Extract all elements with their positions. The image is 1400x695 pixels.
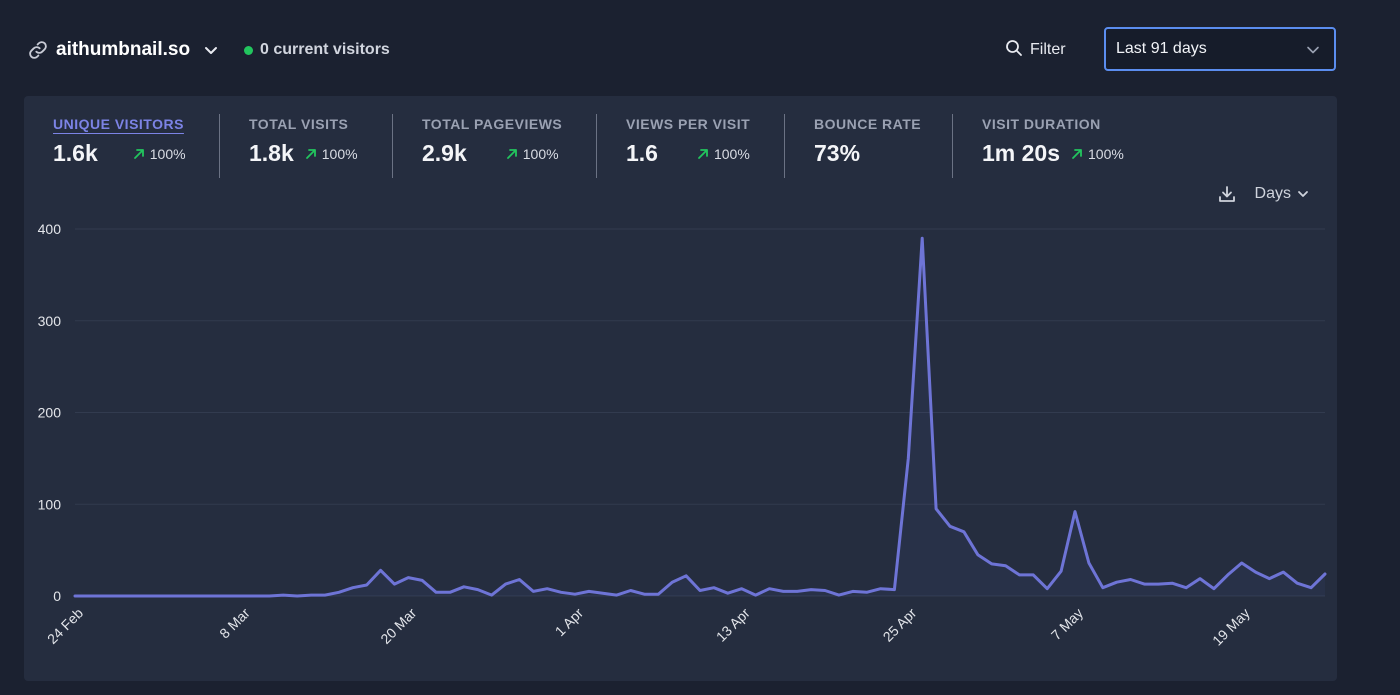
metric-change: 100% — [505, 146, 559, 162]
live-dot-icon — [244, 45, 253, 55]
arrow-up-right-icon — [506, 148, 517, 159]
interval-select[interactable]: Days — [1255, 185, 1309, 203]
x-tick-label: 7 May — [1048, 605, 1086, 643]
x-tick-label: 20 Mar — [377, 605, 419, 647]
divider — [596, 114, 597, 178]
metric-label: TOTAL PAGEVIEWS — [422, 116, 563, 132]
current-visitors-text: 0 current visitors — [260, 41, 390, 58]
x-tick-label: 13 Apr — [713, 605, 753, 645]
metric-change-value: 100% — [1088, 145, 1124, 162]
top-bar: aithumbnail.so 0 current visitors Filter… — [0, 0, 1400, 100]
series-line — [73, 236, 1327, 598]
divider — [952, 114, 953, 178]
metric-change: 100% — [696, 146, 750, 162]
metric-value: 2.9k — [422, 140, 467, 166]
metric-value: 1.8k — [249, 140, 294, 166]
site-name: aithumbnail.so — [56, 39, 191, 60]
download-icon[interactable] — [1217, 184, 1237, 204]
chart-tools: Days — [1217, 184, 1309, 204]
y-tick-label: 200 — [38, 405, 62, 421]
x-tick-label: 25 Apr — [880, 605, 920, 645]
metric-label: VISIT DURATION — [982, 116, 1101, 132]
divider — [219, 114, 220, 178]
current-visitors[interactable]: 0 current visitors — [244, 36, 390, 64]
metric-label: TOTAL VISITS — [249, 116, 349, 132]
metric-change-value: 100% — [522, 145, 559, 162]
x-tick-label: 24 Feb — [44, 605, 86, 647]
y-tick-label: 100 — [38, 496, 62, 512]
metric-change: 100% — [132, 146, 186, 162]
metric-bounce-rate[interactable]: BOUNCE RATE 73% — [814, 116, 921, 167]
metric-change-value: 100% — [713, 145, 750, 162]
metric-value: 1.6 — [626, 140, 658, 166]
arrow-up-right-icon — [305, 148, 316, 159]
site-switcher[interactable]: aithumbnail.so — [28, 36, 218, 64]
metric-change: 100% — [1070, 146, 1124, 162]
link-icon — [28, 40, 48, 60]
filter-label: Filter — [1030, 41, 1066, 58]
metric-value: 1.6k — [53, 140, 98, 166]
metric-label: VIEWS PER VISIT — [626, 116, 751, 132]
metric-label: UNIQUE VISITORS — [53, 116, 184, 132]
series-area — [75, 238, 1325, 596]
arrow-up-right-icon — [1072, 148, 1082, 159]
period-select[interactable]: Last 91 days — [1104, 27, 1336, 71]
metric-label: BOUNCE RATE — [814, 116, 922, 132]
x-tick-label: 1 Apr — [552, 605, 587, 640]
chevron-down-icon — [1306, 43, 1320, 62]
x-tick-label: 8 Mar — [216, 605, 253, 642]
chevron-down-icon — [1298, 191, 1308, 197]
interval-label: Days — [1254, 185, 1291, 202]
y-tick-label: 400 — [38, 221, 62, 237]
metric-change-value: 100% — [149, 145, 186, 162]
metric-total-visits[interactable]: TOTAL VISITS 1.8k 100% — [249, 116, 358, 167]
y-tick-label: 0 — [53, 588, 61, 604]
metric-views-per-visit[interactable]: VIEWS PER VISIT 1.6 100% — [626, 116, 750, 167]
metric-total-pageviews[interactable]: TOTAL PAGEVIEWS 2.9k 100% — [422, 116, 562, 167]
arrow-up-right-icon — [133, 148, 144, 159]
search-icon — [1005, 39, 1023, 62]
divider — [392, 114, 393, 178]
metric-change-value: 100% — [321, 145, 358, 162]
period-label: Last 91 days — [1116, 40, 1207, 57]
y-tick-label: 300 — [38, 313, 62, 329]
metric-visit-duration[interactable]: VISIT DURATION 1m 20s 100% — [982, 116, 1124, 167]
metric-value: 1m 20s — [982, 140, 1061, 166]
filter-button[interactable]: Filter — [1005, 36, 1066, 64]
metric-unique-visitors[interactable]: UNIQUE VISITORS 1.6k 100% — [53, 116, 186, 167]
x-tick-label: 19 May — [1209, 605, 1253, 649]
stats-card: UNIQUE VISITORS 1.6k 100% TOTAL VISITS 1… — [24, 96, 1337, 681]
chevron-down-icon — [204, 43, 218, 57]
metric-value: 73% — [814, 140, 861, 166]
divider — [784, 114, 785, 178]
arrow-up-right-icon — [698, 148, 708, 159]
metric-change: 100% — [304, 146, 358, 162]
